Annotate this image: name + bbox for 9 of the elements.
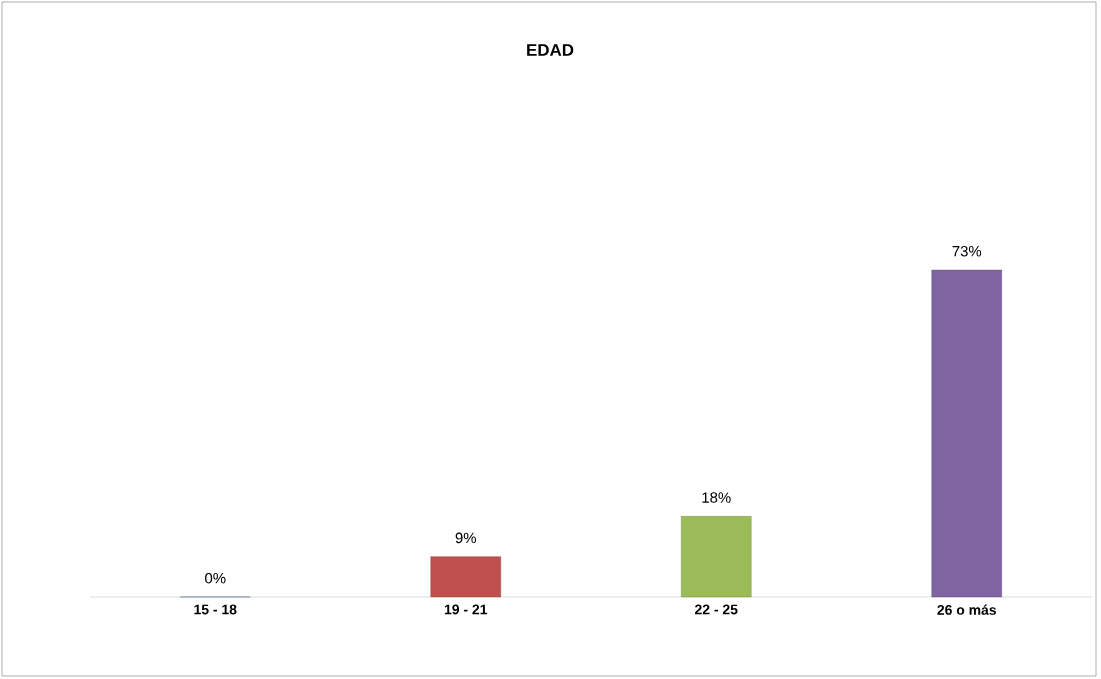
data-label: 73% <box>952 245 982 257</box>
data-label: 9% <box>455 532 477 544</box>
chart-title: EDAD <box>527 44 574 56</box>
x-tick-label: 15 - 18 <box>194 604 237 615</box>
data-label: 0% <box>205 572 226 584</box>
x-tick-label: 19 - 21 <box>444 604 488 615</box>
data-label: 18% <box>702 492 731 503</box>
x-tick-label: 22 - 25 <box>695 604 738 615</box>
x-tick-label: 26 o más <box>937 604 997 615</box>
